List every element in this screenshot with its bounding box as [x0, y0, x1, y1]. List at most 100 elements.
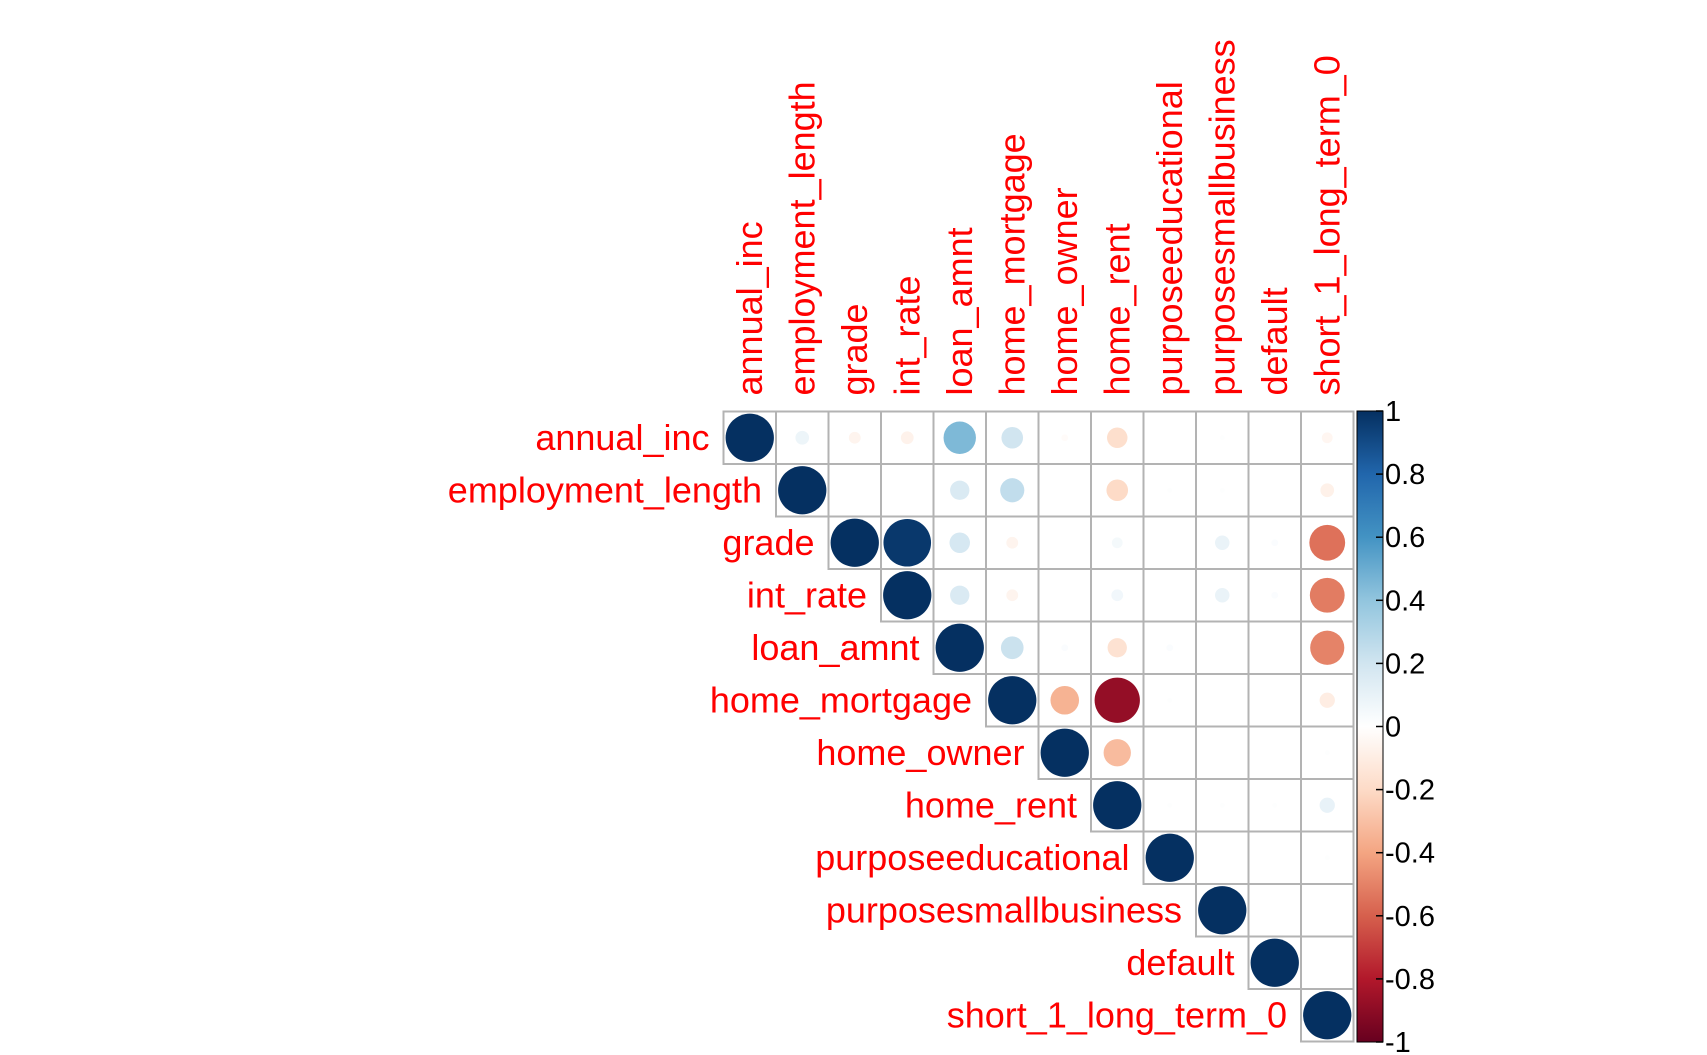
- row-label: home_owner: [816, 732, 1024, 773]
- corr-circle-grade-int_rate: [883, 518, 932, 567]
- corr-circle-employment_length-home_rent: [1106, 479, 1129, 502]
- corr-circle-int_rate-purposesmallbusiness: [1215, 588, 1230, 603]
- corr-circle-default-default: [1250, 938, 1299, 987]
- corr-circle-annual_inc-home_mortgage: [1001, 426, 1024, 449]
- colorbar-tick-label: 0.6: [1385, 522, 1425, 554]
- grid-cell-11-11: [1300, 988, 1355, 1043]
- corr-circle-annual_inc-home_rent: [1107, 427, 1128, 448]
- corr-circle-int_rate-default: [1271, 591, 1279, 599]
- grid-cell-5-10: [1247, 673, 1302, 728]
- corr-circle-employment_length-purposeeducational: [1167, 487, 1173, 493]
- colorbar-ticks: 1 0.8 0.6 0.4 0.2 0 -0.2 -0.4 -0.6 -0.8 -1: [1376, 396, 1435, 1055]
- grid-cell-4-9: [1195, 620, 1250, 675]
- corr-circle-annual_inc-home_owner: [1061, 434, 1069, 442]
- column-label: annual_inc: [729, 221, 770, 395]
- corr-circle-home_mortgage-short_1_long_term_0: [1319, 692, 1335, 708]
- corr-circle-grade-home_mortgage: [1006, 536, 1019, 549]
- color-legend: 1 0.8 0.6 0.4 0.2 0 -0.2 -0.4 -0.6 -0.8 -1: [1356, 396, 1435, 1055]
- grid-cell-0-10: [1247, 410, 1302, 465]
- column-label: int_rate: [886, 275, 927, 395]
- row-label: home_mortgage: [710, 679, 972, 720]
- corr-circle-loan_amnt-short_1_long_term_0: [1310, 630, 1345, 665]
- grid-cell-8-9: [1195, 830, 1250, 885]
- corr-circle-int_rate-int_rate: [883, 571, 932, 620]
- column-label: home_rent: [1096, 223, 1137, 395]
- colorbar-tick-label: 0.4: [1385, 585, 1425, 617]
- colorbar-tick-label: -1: [1385, 1027, 1411, 1055]
- corr-circle-employment_length-loan_amnt: [950, 480, 970, 500]
- column-label: home_mortgage: [991, 133, 1032, 395]
- corr-circle-home_mortgage-home_mortgage: [988, 676, 1037, 725]
- colorbar-tick-label: 0: [1385, 712, 1401, 744]
- column-label: default: [1254, 287, 1295, 395]
- corr-circle-grade-short_1_long_term_0: [1309, 524, 1346, 561]
- grid-cell-0-8: [1142, 410, 1197, 465]
- corr-circle-annual_inc-loan_amnt: [943, 421, 976, 454]
- grid-cell-2-6: [1037, 515, 1092, 570]
- corr-circle-purposesmallbusiness-purposesmallbusiness: [1198, 886, 1247, 935]
- corr-circle-annual_inc-annual_inc: [725, 413, 774, 462]
- column-label: purposesmallbusiness: [1201, 39, 1242, 395]
- colorbar-tick-label: 0.2: [1385, 648, 1425, 680]
- grid-cell-10-11: [1300, 935, 1355, 990]
- corr-circle-annual_inc-short_1_long_term_0: [1321, 432, 1333, 444]
- column-label: loan_amnt: [939, 227, 980, 395]
- corr-circle-grade-purposesmallbusiness: [1215, 535, 1230, 550]
- corr-circle-home_owner-short_1_long_term_0: [1324, 750, 1330, 756]
- column-labels: annual_inc employment_length grade int_rate…: [729, 39, 1348, 395]
- corr-circle-employment_length-short_1_long_term_0: [1320, 483, 1335, 498]
- row-label: grade: [722, 522, 814, 563]
- corr-circle-loan_amnt-home_rent: [1107, 638, 1127, 658]
- colorbar-tick-label: -0.4: [1385, 838, 1435, 870]
- corr-circle-int_rate-home_mortgage: [1006, 589, 1019, 602]
- corr-circle-loan_amnt-home_owner: [1061, 644, 1069, 652]
- corr-circle-home_owner-home_rent: [1103, 739, 1131, 767]
- corr-circle-grade-grade: [830, 518, 879, 567]
- correlation-grid: [722, 410, 1355, 1043]
- grid-cell-3-6: [1037, 568, 1092, 623]
- column-label: home_owner: [1044, 187, 1085, 395]
- colorbar-tick-label: -0.2: [1385, 775, 1435, 807]
- corr-circle-annual_inc-employment_length: [795, 430, 810, 445]
- row-label: purposesmallbusiness: [826, 889, 1182, 930]
- column-label: short_1_long_term_0: [1306, 55, 1347, 395]
- corr-circle-annual_inc-grade: [848, 431, 861, 444]
- row-label: purposeeducational: [815, 837, 1129, 878]
- corr-circle-grade-loan_amnt: [949, 532, 970, 553]
- corr-circle-home_rent-purposesmallbusiness: [1219, 802, 1225, 808]
- row-label: annual_inc: [535, 417, 709, 458]
- grid-cell-9-10: [1247, 883, 1302, 938]
- column-label: grade: [834, 303, 875, 395]
- corr-circle-loan_amnt-home_mortgage: [1000, 636, 1024, 660]
- corr-circle-int_rate-home_rent: [1111, 589, 1124, 602]
- colorbar-tick-label: 1: [1385, 396, 1401, 428]
- corr-circle-purposeeducational-short_1_long_term_0: [1324, 855, 1330, 861]
- corr-circle-home_rent-default: [1272, 802, 1278, 808]
- corr-circle-int_rate-loan_amnt: [950, 585, 970, 605]
- grid-cell-6-10: [1247, 725, 1302, 780]
- grid-cell-1-2: [827, 463, 882, 518]
- corr-circle-grade-home_rent: [1111, 537, 1123, 549]
- corr-circle-home_rent-purposeeducational: [1167, 802, 1173, 808]
- corr-circle-home_mortgage-purposeeducational: [1167, 697, 1173, 703]
- corr-circle-int_rate-short_1_long_term_0: [1309, 577, 1345, 613]
- grid-cell-5-9: [1195, 673, 1250, 728]
- colorbar-tick-label: 0.8: [1385, 459, 1425, 491]
- corr-circle-employment_length-home_mortgage: [1000, 478, 1025, 503]
- corr-circle-employment_length-employment_length: [778, 466, 827, 515]
- colorbar-tick-label: -0.6: [1385, 901, 1435, 933]
- row-label: default: [1126, 942, 1234, 983]
- row-label: int_rate: [747, 574, 867, 615]
- corr-circle-annual_inc-int_rate: [900, 431, 914, 445]
- row-label: loan_amnt: [751, 627, 919, 668]
- grid-cell-1-6: [1037, 463, 1092, 518]
- corr-circle-purposeeducational-purposeeducational: [1145, 833, 1194, 882]
- column-label: purposeeducational: [1149, 81, 1190, 395]
- grid-cell-6-8: [1142, 725, 1197, 780]
- corr-circle-loan_amnt-loan_amnt: [935, 623, 984, 672]
- corr-circle-home_rent-short_1_long_term_0: [1319, 797, 1335, 813]
- corr-circle-short_1_long_term_0-short_1_long_term_0: [1303, 991, 1352, 1040]
- row-label: short_1_long_term_0: [947, 994, 1287, 1035]
